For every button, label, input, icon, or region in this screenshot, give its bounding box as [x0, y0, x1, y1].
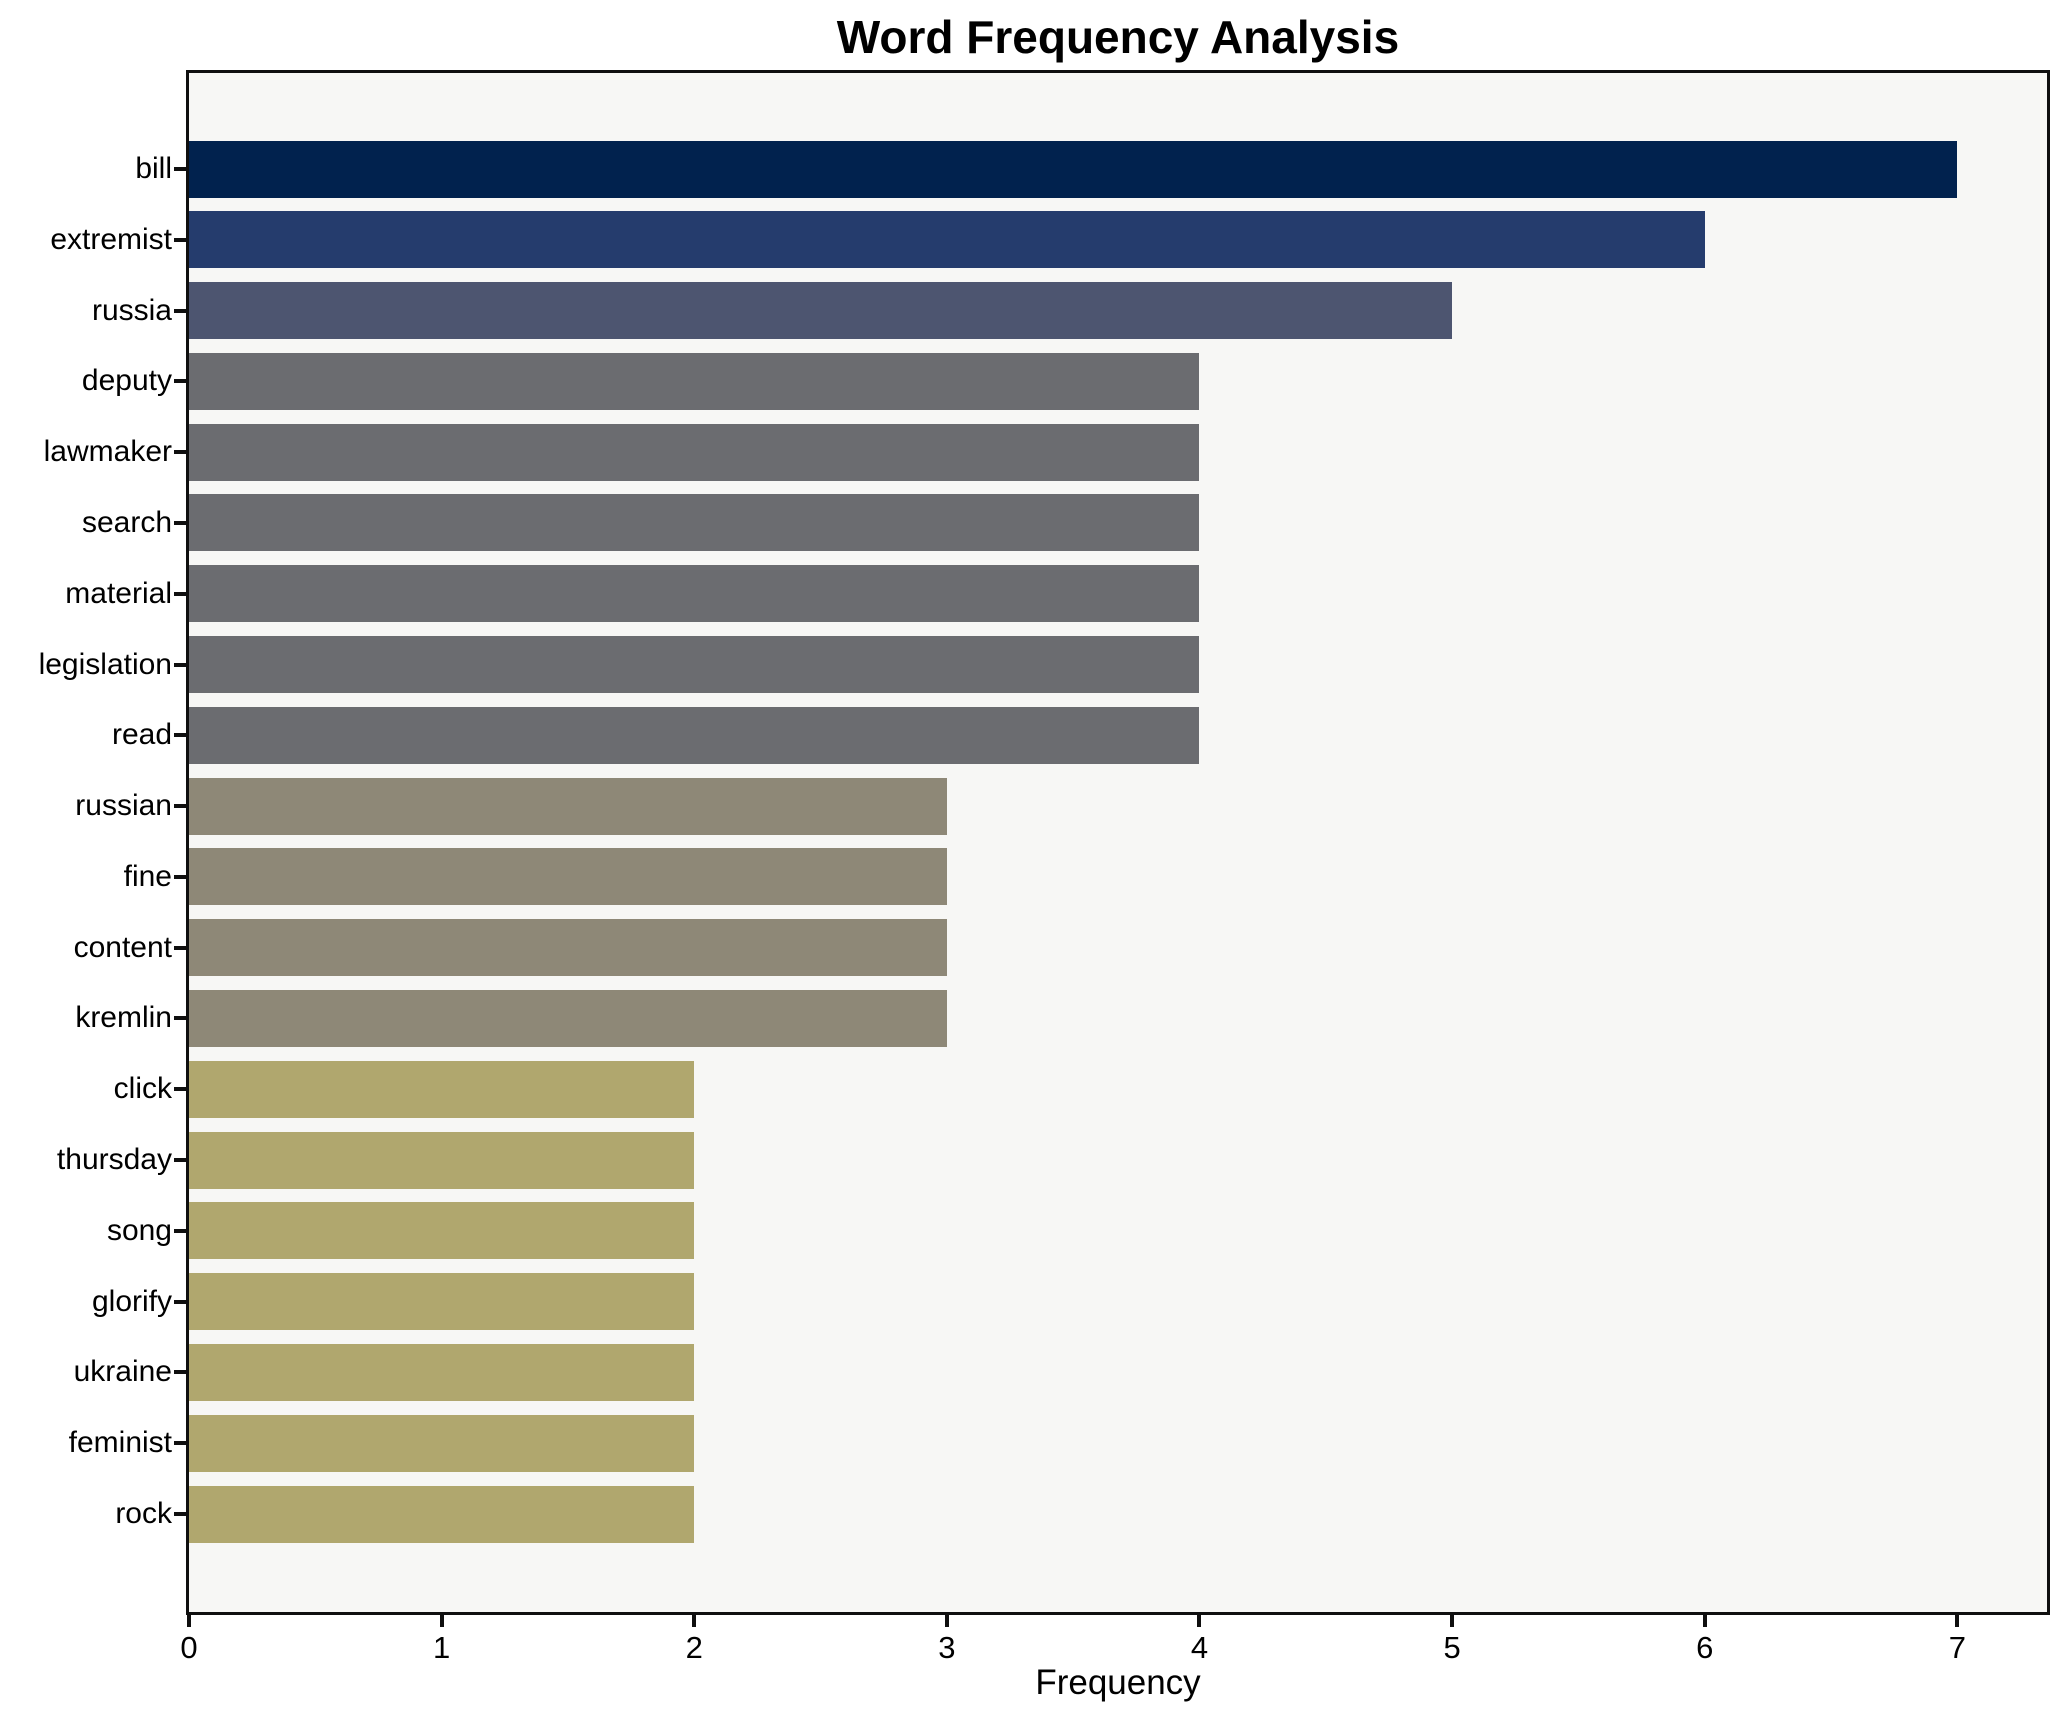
- y-tick-mark: [174, 945, 186, 950]
- x-tick-label-1: 1: [432, 1630, 451, 1665]
- y-tick-mark: [174, 591, 186, 596]
- y-tick-mark: [174, 804, 186, 809]
- bar-bill: [189, 140, 1958, 198]
- bar-thursday: [189, 1131, 695, 1189]
- y-axis-label-russian: russian: [75, 789, 172, 823]
- bar-read: [189, 706, 1200, 764]
- x-tick-mark: [1702, 1615, 1707, 1627]
- bar-russian: [189, 777, 947, 835]
- y-tick-mark: [174, 1299, 186, 1304]
- y-axis-label-glorify: glorify: [91, 1284, 172, 1318]
- chart-title: Word Frequency Analysis: [836, 11, 1400, 63]
- y-tick-mark: [174, 733, 186, 738]
- y-axis-label-search: search: [81, 505, 172, 539]
- x-tick-mark: [439, 1615, 444, 1627]
- bar-click: [189, 1060, 695, 1118]
- y-tick-mark: [174, 1228, 186, 1233]
- y-tick-mark: [174, 237, 186, 242]
- y-tick-mark: [174, 1158, 186, 1163]
- y-axis-label-kremlin: kremlin: [75, 1001, 172, 1035]
- bar-extremist: [189, 211, 1705, 269]
- y-tick-mark: [174, 450, 186, 455]
- bar-rock: [189, 1485, 695, 1543]
- y-tick-mark: [174, 520, 186, 525]
- bar-song: [189, 1202, 695, 1260]
- y-tick-mark: [174, 308, 186, 313]
- bar-russia: [189, 282, 1453, 340]
- bar-glorify: [189, 1273, 695, 1331]
- x-tick-mark: [1450, 1615, 1455, 1627]
- x-tick-label-6: 6: [1696, 1630, 1714, 1665]
- y-axis-label-extremist: extremist: [50, 222, 172, 256]
- x-tick-label-3: 3: [938, 1630, 956, 1665]
- x-tick-label-4: 4: [1190, 1630, 1209, 1665]
- bar-search: [189, 494, 1200, 552]
- y-tick-mark: [174, 662, 186, 667]
- x-tick-label-7: 7: [1948, 1630, 1966, 1665]
- y-axis-label-deputy: deputy: [81, 364, 172, 398]
- bar-content: [189, 919, 947, 977]
- x-tick-mark: [1197, 1615, 1202, 1627]
- y-axis-label-content: content: [73, 930, 172, 964]
- y-axis-label-thursday: thursday: [56, 1143, 172, 1177]
- x-tick-label-2: 2: [685, 1630, 703, 1665]
- y-axis-label-feminist: feminist: [68, 1426, 172, 1460]
- y-tick-mark: [174, 167, 186, 171]
- bar-fine: [189, 848, 947, 906]
- y-axis-label-russia: russia: [91, 293, 172, 327]
- y-axis-label-fine: fine: [123, 859, 172, 893]
- bar-feminist: [189, 1414, 695, 1472]
- y-axis-label-rock: rock: [115, 1497, 172, 1530]
- y-tick-mark: [174, 1512, 186, 1516]
- x-axis-label: Frequency: [1035, 1663, 1201, 1702]
- bar-ukraine: [189, 1343, 695, 1401]
- x-tick-mark: [944, 1615, 949, 1627]
- plot-area: [186, 70, 2050, 1615]
- bar-deputy: [189, 352, 1200, 410]
- y-axis-label-bill: bill: [135, 152, 172, 185]
- y-tick-mark: [174, 1016, 186, 1021]
- x-tick-label-0: 0: [180, 1630, 198, 1665]
- y-tick-mark: [174, 379, 186, 384]
- y-tick-mark: [174, 1370, 186, 1375]
- bar-lawmaker: [189, 423, 1200, 481]
- y-axis-label-material: material: [65, 576, 172, 610]
- x-tick-mark: [1955, 1615, 1960, 1627]
- bar-kremlin: [189, 989, 947, 1047]
- y-axis-label-lawmaker: lawmaker: [43, 435, 172, 469]
- x-tick-mark: [692, 1615, 697, 1627]
- bar-legislation: [189, 636, 1200, 694]
- x-tick-mark: [187, 1615, 191, 1627]
- y-tick-mark: [174, 1087, 186, 1092]
- y-axis-label-read: read: [111, 718, 172, 752]
- y-axis-label-legislation: legislation: [38, 647, 172, 681]
- y-tick-mark: [174, 874, 186, 879]
- x-tick-label-5: 5: [1443, 1630, 1461, 1665]
- bar-material: [189, 565, 1200, 623]
- y-axis-label-ukraine: ukraine: [73, 1355, 172, 1389]
- y-axis-label-click: click: [113, 1072, 172, 1106]
- y-tick-mark: [174, 1441, 186, 1446]
- y-axis-label-song: song: [106, 1213, 172, 1247]
